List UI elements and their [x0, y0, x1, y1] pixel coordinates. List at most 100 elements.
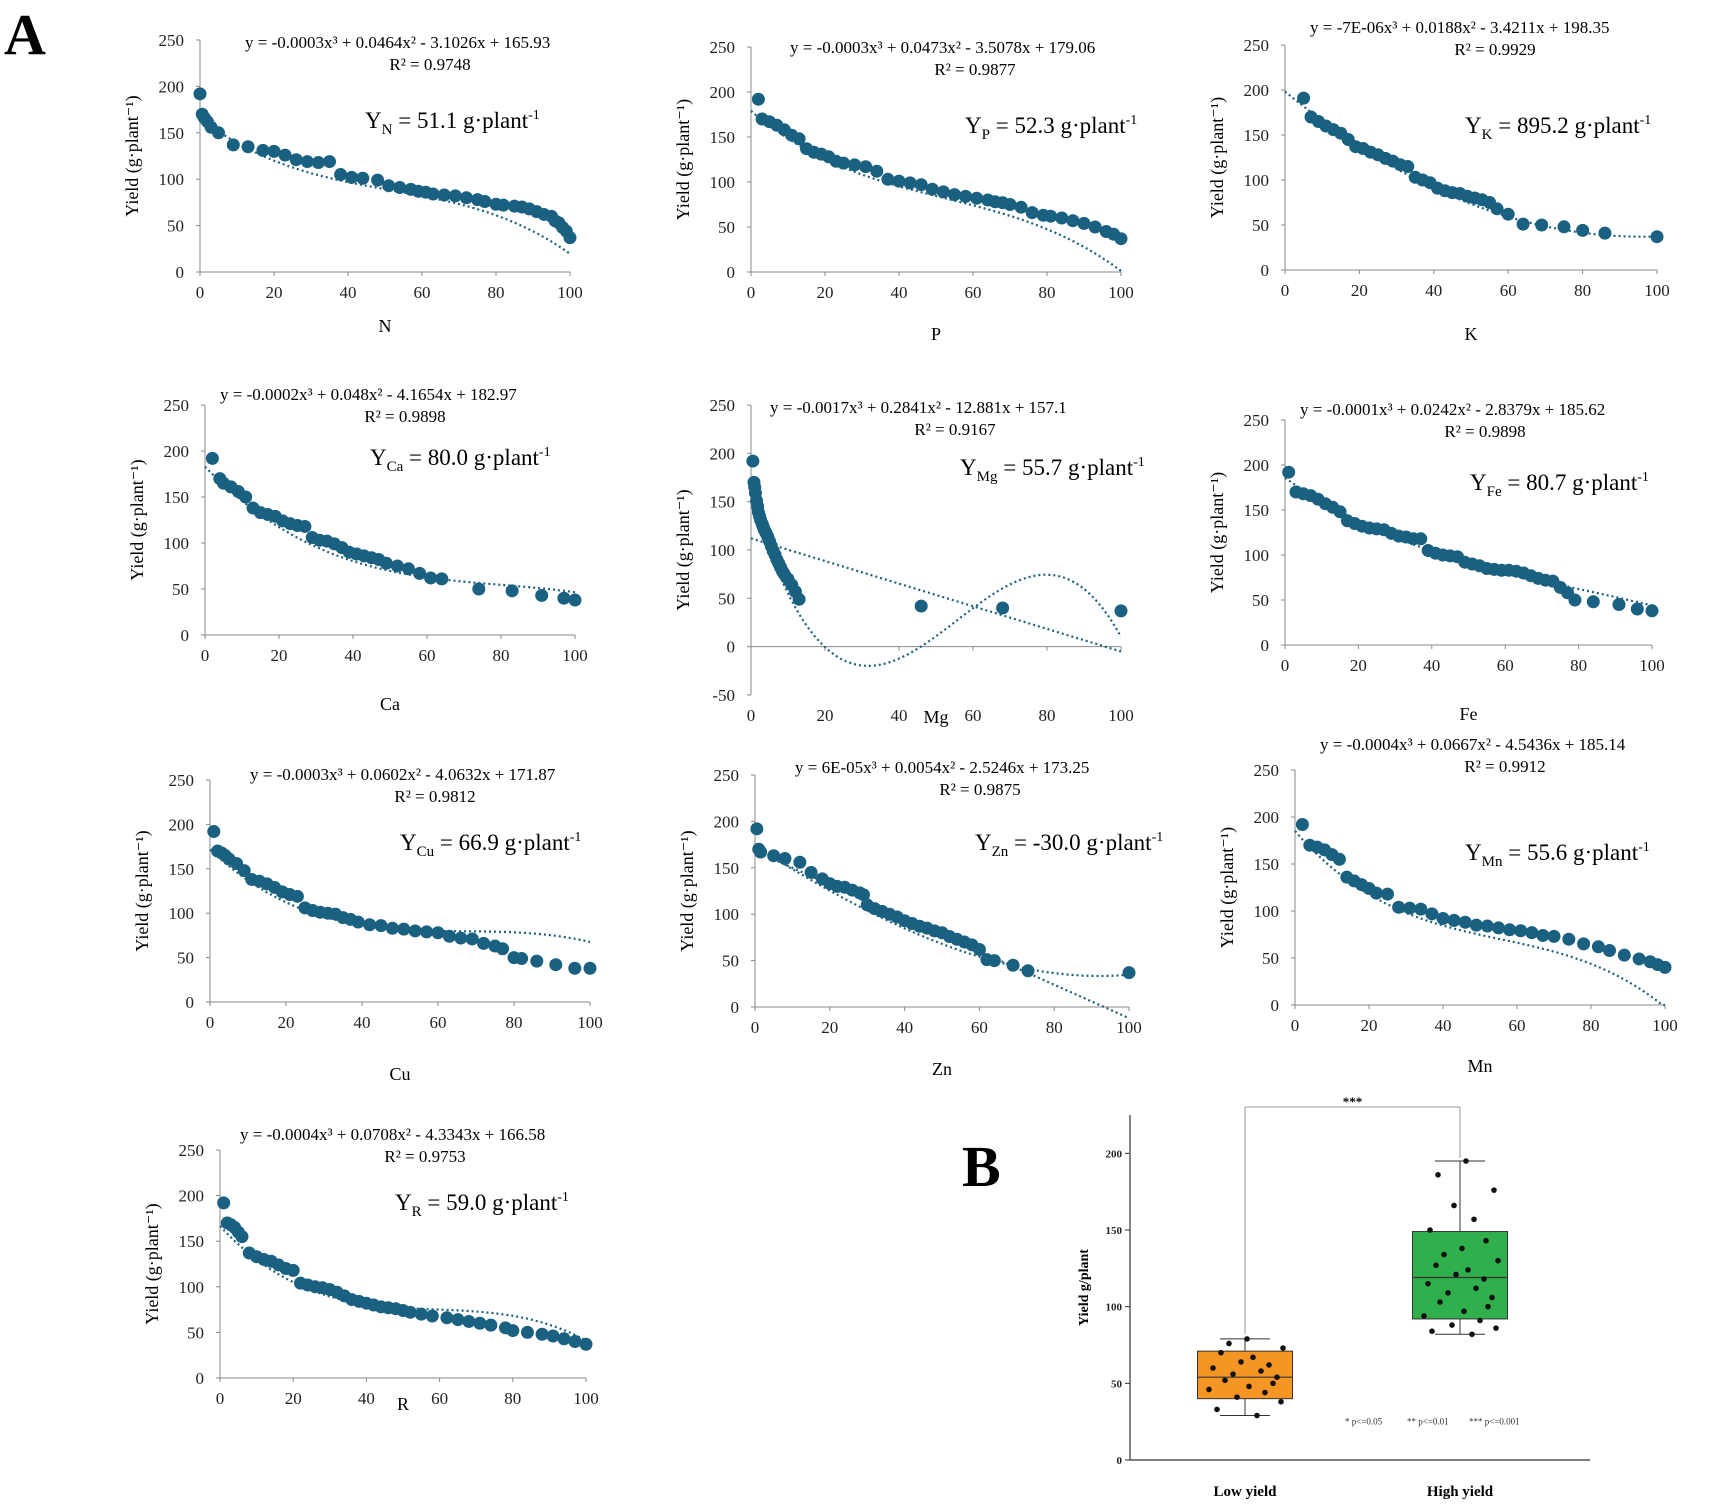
x-tick-label: 20: [817, 706, 834, 725]
y-tick-label: 200: [710, 83, 736, 102]
jitter-point: [1493, 1325, 1499, 1331]
r-squared: R² = 0.9912: [1464, 757, 1545, 776]
data-point: [267, 144, 281, 158]
data-point: [435, 572, 449, 586]
yield-threshold-label: YR = 59.0 g·plant-1: [395, 1190, 569, 1220]
panel-label-b: B: [962, 1134, 1001, 1199]
data-point: [1658, 960, 1672, 974]
yield-threshold-label: YK = 895.2 g·plant-1: [1465, 113, 1651, 143]
data-point: [568, 1335, 582, 1349]
data-point: [1650, 230, 1664, 244]
data-point: [385, 921, 399, 935]
data-point: [1021, 964, 1035, 978]
jitter-point: [1491, 1187, 1497, 1193]
chart-mg-scatter: -50 0 50 100 150 200 250 0 20 40 60 80 100 y = -0.001…: [673, 396, 1145, 727]
jitter-point: [1435, 1172, 1441, 1178]
fit-equation: y = -0.0017x³ + 0.2841x² - 12.881x + 157…: [770, 398, 1067, 417]
jitter-point: [1441, 1251, 1447, 1258]
y-tick-label: 250: [164, 396, 190, 415]
yield-superscript: -1: [1152, 830, 1164, 845]
data-point: [535, 588, 549, 602]
y-tick-label: 250: [179, 1141, 205, 1160]
yield-symbol: Y: [965, 113, 982, 138]
yield-superscript: -1: [1637, 470, 1649, 485]
x-tick-label: 40: [891, 706, 908, 725]
data-point: [403, 1305, 417, 1319]
x-tick-label: 40: [896, 1018, 913, 1037]
jitter-point: [1238, 1359, 1244, 1365]
yield-subscript: Mn: [1482, 854, 1503, 870]
y-tick-label: 250: [714, 766, 740, 785]
data-point: [413, 566, 427, 580]
y-axis-label: Yield (g·plant⁻¹): [1207, 472, 1228, 593]
data-point: [1077, 216, 1091, 230]
data-point: [382, 179, 396, 193]
yield-superscript: -1: [528, 108, 540, 123]
y-axis-label: Yield g/plant: [1077, 1249, 1092, 1326]
y-tick-label: 200: [710, 444, 736, 463]
data-point: [859, 160, 873, 174]
jitter-point: [1246, 1383, 1252, 1390]
x-axis-label: Fe: [1460, 704, 1478, 724]
y-tick-label: 0: [1271, 996, 1280, 1015]
jitter-point: [1214, 1406, 1220, 1413]
y-axis-label: Yield (g·plant⁻¹): [1217, 827, 1238, 948]
y-tick-label: 50: [1262, 949, 1279, 968]
y-tick-label: 0: [1261, 636, 1270, 655]
y-tick-label: 150: [1106, 1225, 1123, 1237]
y-tick-label: 50: [1252, 216, 1269, 235]
x-tick-label: 40: [340, 283, 357, 302]
jitter-point: [1226, 1340, 1232, 1347]
data-point: [363, 918, 377, 932]
data-point: [1562, 932, 1576, 946]
data-point: [792, 592, 806, 606]
data-point: [506, 1324, 520, 1338]
data-point: [298, 519, 312, 533]
trendline-poly: [1284, 90, 1657, 238]
data-point: [563, 231, 577, 245]
yield-subscript: R: [412, 1204, 422, 1220]
data-point: [557, 591, 571, 605]
data-point: [379, 556, 393, 570]
y-axis-label: Yield (g·plant⁻¹): [673, 489, 694, 610]
yield-value: = 55.6 g·plant: [1502, 840, 1638, 865]
data-point: [520, 1325, 534, 1339]
y-tick-label: 250: [710, 38, 736, 57]
chart-ca-scatter: 0 50 100 150 200 250 0 20 40 60 80 100 y = -0.0002x³…: [127, 385, 588, 714]
x-axis-label: Cu: [389, 1064, 410, 1084]
yield-threshold-label: YCu = 66.9 g·plant-1: [400, 830, 581, 860]
jitter-point: [1481, 1276, 1487, 1282]
jitter-point: [1451, 1202, 1457, 1209]
trendline-poly: [1284, 477, 1653, 607]
significance-legend: * p<=0.05: [1345, 1417, 1383, 1427]
data-point: [241, 140, 255, 154]
yield-threshold-label: YZn = -30.0 g·plant-1: [975, 830, 1163, 860]
r-squared: R² = 0.9753: [384, 1147, 465, 1166]
yield-value: = 66.9 g·plant: [434, 830, 570, 855]
yield-superscript: -1: [557, 1190, 569, 1205]
x-tick-label: 60: [965, 283, 982, 302]
jitter-point: [1465, 1267, 1471, 1273]
r-squared: R² = 0.9898: [364, 407, 445, 426]
data-point: [778, 852, 792, 866]
data-point: [426, 187, 440, 201]
data-point: [1568, 593, 1582, 607]
y-axis-label: Yield (g·plant⁻¹): [122, 95, 143, 216]
fit-equation: y = -0.0004x³ + 0.0708x² - 4.3343x + 166…: [240, 1125, 545, 1144]
y-tick-label: 200: [1254, 808, 1280, 827]
jitter-point: [1437, 1299, 1443, 1305]
yield-subscript: N: [382, 122, 393, 138]
y-tick-label: 0: [196, 1369, 205, 1388]
data-point: [1630, 602, 1644, 616]
data-point: [289, 153, 303, 167]
yield-superscript: -1: [1638, 840, 1650, 855]
jitter-point: [1266, 1362, 1272, 1368]
significance-stars: ***: [1343, 1094, 1363, 1109]
data-point: [478, 194, 492, 208]
data-point: [1480, 919, 1494, 933]
data-point: [568, 961, 582, 975]
data-point: [278, 148, 292, 162]
y-tick-label: 150: [179, 1232, 205, 1251]
data-point: [583, 961, 597, 975]
panel-label-a: A: [4, 2, 46, 67]
